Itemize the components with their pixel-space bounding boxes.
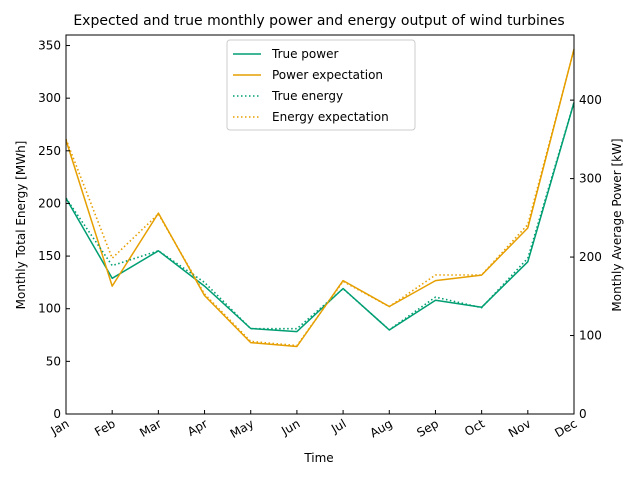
left-y-tick-label: 0 [53,407,61,421]
series-line-3 [65,49,575,347]
left-y-axis-ticks: 0 50 100 150 200 250 300 350 [38,39,70,421]
right-y-axis-label: Monthly Average Power [kW] [610,138,624,311]
legend: True power Power expectation True energy En… [226,39,416,131]
legend-box [226,39,416,131]
right-y-tick-label: 400 [579,93,602,107]
right-y-tick-label: 0 [579,407,587,421]
series-line-2 [65,102,575,331]
x-tick-label: Jul [328,416,348,436]
x-tick-label: Oct [462,416,487,439]
x-tick-label: Dec [552,416,579,440]
plot-frame [65,34,575,415]
legend-label: Energy expectation [272,110,389,124]
right-y-axis-ticks: 0 100 200 300 400 [570,93,602,421]
right-y-tick-label: 200 [579,250,602,264]
left-y-tick-label: 150 [38,249,61,263]
left-y-tick-label: 50 [46,354,61,368]
left-y-tick-label: 200 [38,196,61,210]
legend-label: Power expectation [272,68,383,82]
left-y-axis-label: Monthly Total Energy [MWh] [14,141,28,310]
left-y-tick-label: 250 [38,144,61,158]
x-axis-ticks: Jan Feb Mar Apr May Jun Jul Aug Sep Oct Nov Dec [48,410,580,441]
x-tick-label: Nov [506,416,533,440]
plot-area [65,48,575,348]
x-tick-label: Mar [137,416,164,439]
x-tick-label: May [228,416,256,441]
x-tick-label: Apr [185,416,210,439]
axes [65,34,575,415]
left-y-tick-label: 300 [38,91,61,105]
left-y-tick-label: 100 [38,302,61,316]
series-line-0 [65,102,575,333]
x-tick-label: Aug [367,416,394,440]
right-y-tick-label: 100 [579,329,602,343]
x-tick-label: Jun [278,416,302,438]
x-tick-label: Feb [92,416,117,439]
legend-label: True energy [271,89,343,103]
chart-title: Expected and true monthly power and ener… [73,13,564,29]
legend-label: True power [271,47,338,61]
left-y-tick-label: 350 [38,39,61,53]
x-tick-label: Sep [414,416,441,439]
right-y-tick-label: 300 [579,172,602,186]
x-axis-label: Time [303,451,333,465]
